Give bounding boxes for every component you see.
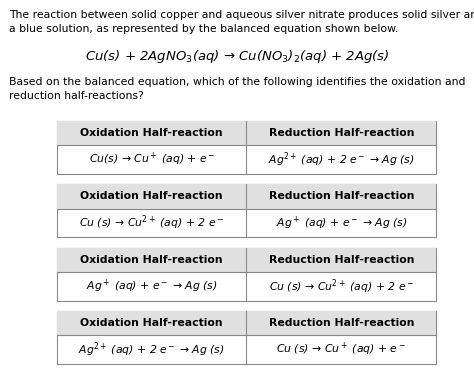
Text: Cu(s) + 2AgNO$_3$(aq) → Cu(NO$_3$)$_2$(aq) + 2Ag(s): Cu(s) + 2AgNO$_3$(aq) → Cu(NO$_3$)$_2$(a… xyxy=(85,48,389,65)
Bar xyxy=(57,184,436,237)
Text: Cu (s) → Cu$^{2+}$ (aq) + 2 e$^-$: Cu (s) → Cu$^{2+}$ (aq) + 2 e$^-$ xyxy=(269,277,414,296)
Text: Based on the balanced equation, which of the following identifies the oxidation : Based on the balanced equation, which of… xyxy=(9,77,466,87)
Text: Reduction Half-reaction: Reduction Half-reaction xyxy=(269,191,414,202)
Bar xyxy=(57,248,436,301)
Text: Ag$^+$ (aq) + e$^-$ → Ag (s): Ag$^+$ (aq) + e$^-$ → Ag (s) xyxy=(275,214,407,232)
Bar xyxy=(57,121,436,174)
Text: Oxidation Half-reaction: Oxidation Half-reaction xyxy=(81,191,223,202)
Bar xyxy=(57,311,436,335)
Text: Ag$^{2+}$ (aq) + 2 e$^-$ → Ag (s): Ag$^{2+}$ (aq) + 2 e$^-$ → Ag (s) xyxy=(268,150,415,169)
Bar xyxy=(57,311,436,364)
Text: Reduction Half-reaction: Reduction Half-reaction xyxy=(269,255,414,265)
Text: Oxidation Half-reaction: Oxidation Half-reaction xyxy=(81,255,223,265)
Text: Ag$^{2+}$ (aq) + 2 e$^-$ → Ag (s): Ag$^{2+}$ (aq) + 2 e$^-$ → Ag (s) xyxy=(78,340,225,359)
Bar xyxy=(57,121,436,145)
Text: Reduction Half-reaction: Reduction Half-reaction xyxy=(269,318,414,328)
Text: Cu(s) → Cu$^+$ (aq) + e$^-$: Cu(s) → Cu$^+$ (aq) + e$^-$ xyxy=(89,151,215,168)
Text: Cu (s) → Cu$^+$ (aq) + e$^-$: Cu (s) → Cu$^+$ (aq) + e$^-$ xyxy=(276,341,406,358)
Text: The reaction between solid copper and aqueous silver nitrate produces solid silv: The reaction between solid copper and aq… xyxy=(9,10,474,20)
Text: Oxidation Half-reaction: Oxidation Half-reaction xyxy=(81,318,223,328)
Text: Oxidation Half-reaction: Oxidation Half-reaction xyxy=(81,128,223,138)
Text: a blue solution, as represented by the balanced equation shown below.: a blue solution, as represented by the b… xyxy=(9,24,399,34)
Bar xyxy=(57,184,436,209)
Text: Ag$^+$ (aq) + e$^-$ → Ag (s): Ag$^+$ (aq) + e$^-$ → Ag (s) xyxy=(86,278,218,295)
Bar xyxy=(57,248,436,272)
Text: Cu (s) → Cu$^{2+}$ (aq) + 2 e$^-$: Cu (s) → Cu$^{2+}$ (aq) + 2 e$^-$ xyxy=(79,214,224,232)
Text: Reduction Half-reaction: Reduction Half-reaction xyxy=(269,128,414,138)
Text: reduction half-reactions?: reduction half-reactions? xyxy=(9,91,144,101)
